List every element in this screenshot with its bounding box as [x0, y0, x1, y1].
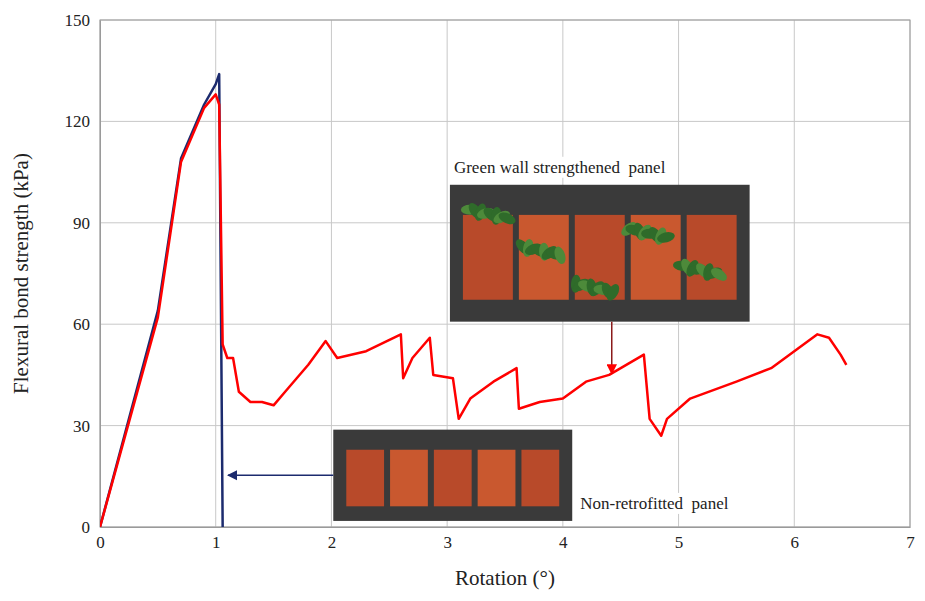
- photo-brick: [519, 215, 569, 300]
- photo-brick: [521, 450, 559, 507]
- tick-label: 5: [675, 533, 684, 552]
- plot-frame: [100, 20, 910, 527]
- photo-brick: [390, 450, 428, 507]
- axis-line: [101, 527, 911, 528]
- tick-label: 4: [559, 533, 568, 552]
- tick-label: 60: [73, 315, 90, 334]
- label-patch: [451, 157, 669, 178]
- label-patch: [577, 493, 731, 514]
- tick: 0: [96, 527, 105, 552]
- tick: 1: [212, 527, 221, 552]
- tick-label: 6: [791, 533, 800, 552]
- photo-brick: [687, 215, 737, 300]
- series-line: [100, 94, 846, 527]
- tick: 4: [559, 527, 568, 552]
- tick: 30: [73, 417, 100, 436]
- plot-area: [100, 74, 846, 527]
- x-axis: 0 1 2 3 4 5 6 7: [96, 527, 915, 552]
- tick: 150: [65, 11, 101, 30]
- tick-label: 7: [906, 533, 915, 552]
- grid-line: [331, 20, 332, 527]
- tick: 5: [675, 527, 684, 552]
- grid: [100, 20, 910, 527]
- tick-label: 3: [443, 533, 452, 552]
- tick: 90: [73, 214, 100, 233]
- photo-brick: [478, 450, 516, 507]
- photo-brick: [631, 215, 681, 300]
- arrow: [611, 322, 613, 374]
- photo: [333, 430, 572, 521]
- photo-brick: [434, 450, 472, 507]
- photo-background: [333, 430, 572, 521]
- tick-label: 90: [73, 214, 90, 233]
- tick: 60: [73, 315, 100, 334]
- tick: 7: [906, 527, 915, 552]
- x-axis-title: Rotation (°): [455, 566, 555, 590]
- annotation: Green wall strengthened panel: [454, 158, 666, 177]
- tick-label: 150: [65, 11, 91, 30]
- tick-label: 120: [65, 112, 91, 131]
- tick-label: 0: [96, 533, 105, 552]
- tick-label: 30: [73, 417, 90, 436]
- y-axis: 0 30 60 90 120 150: [65, 11, 101, 537]
- tick-label: 2: [328, 533, 337, 552]
- photo-leaf: [497, 210, 518, 227]
- photo-brick: [463, 215, 513, 300]
- grid-line: [100, 121, 910, 122]
- photo-leaf: [656, 230, 676, 244]
- photo-leaf: [604, 282, 621, 303]
- arrow: [228, 475, 333, 477]
- y-axis-title: Flexural bond strength (kPa): [9, 153, 33, 394]
- annotation: Non-retrofitted panel: [580, 494, 728, 513]
- tick: 2: [328, 527, 337, 552]
- tick: 3: [443, 527, 452, 552]
- photo-background: [450, 185, 750, 322]
- tick: 6: [791, 527, 800, 552]
- grid-line: [794, 20, 795, 527]
- tick: 0: [82, 518, 101, 537]
- tick: 120: [65, 112, 101, 131]
- photo-leaf: [552, 245, 567, 265]
- photo: [450, 185, 750, 322]
- tick-label: 0: [82, 518, 91, 537]
- chart: 0 1 2 3 4 5 6 7 0 30 60 90 120 150 Rotation (°) Flexura…: [0, 0, 925, 601]
- photo-leaf: [709, 265, 730, 283]
- axis-line: [100, 21, 101, 528]
- photo-brick: [346, 450, 384, 507]
- tick-label: 1: [212, 533, 221, 552]
